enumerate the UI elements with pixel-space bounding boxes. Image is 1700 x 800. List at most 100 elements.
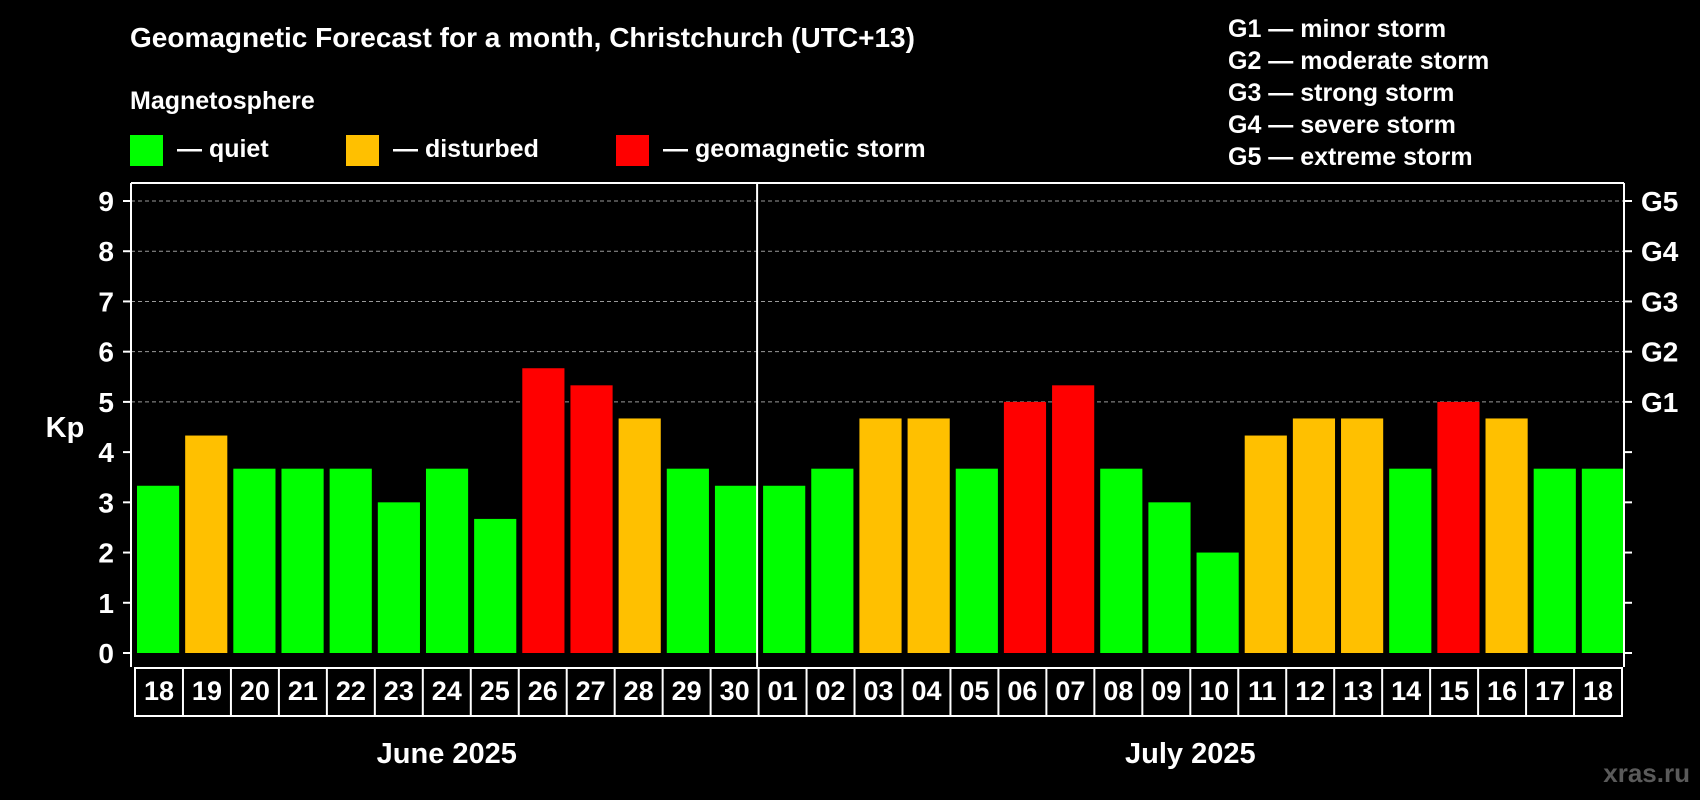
bar-6 xyxy=(425,468,469,653)
bar-26 xyxy=(1389,468,1432,653)
day-label-17: 05 xyxy=(959,676,989,706)
day-label-9: 27 xyxy=(576,676,606,706)
y-axis-label: Kp xyxy=(46,412,85,444)
bar-28 xyxy=(1485,418,1528,653)
bar-10 xyxy=(618,418,661,653)
day-label-30: 18 xyxy=(1583,676,1613,706)
axes xyxy=(130,182,1625,667)
legend-swatch-1 xyxy=(346,135,379,166)
bars xyxy=(137,368,1624,653)
day-label-5: 23 xyxy=(384,676,414,706)
day-label-14: 02 xyxy=(816,676,846,706)
storm-scale-item-0: G1 — minor storm xyxy=(1228,15,1446,43)
bar-18 xyxy=(1003,401,1047,653)
bar-17 xyxy=(955,468,998,653)
legend-label-2: — geomagnetic storm xyxy=(663,135,926,163)
day-label-22: 10 xyxy=(1199,676,1229,706)
y-tick-label-0: 0 xyxy=(98,638,114,669)
bar-25 xyxy=(1341,418,1384,653)
legend: — quiet — disturbed — geomagnetic storm xyxy=(130,135,926,166)
storm-scale-item-4: G5 — extreme storm xyxy=(1228,143,1473,171)
day-label-26: 14 xyxy=(1391,676,1421,706)
storm-scale: G1 — minor storm G2 — moderate storm G3 — … xyxy=(1228,15,1489,171)
g-label-G1: G1 xyxy=(1641,387,1678,418)
day-label-24: 12 xyxy=(1295,676,1325,706)
bar-19 xyxy=(1052,385,1095,653)
day-label-7: 25 xyxy=(480,676,510,706)
y-tick-label-7: 7 xyxy=(98,286,114,317)
bar-8 xyxy=(522,368,565,653)
bar-11 xyxy=(666,468,709,653)
legend-label-0: — quiet xyxy=(177,135,269,163)
y-tick-label-8: 8 xyxy=(98,236,114,267)
g-label-G5: G5 xyxy=(1641,186,1678,217)
legend-swatch-0 xyxy=(130,135,163,166)
y-tick-labels: 0 1 2 3 4 5 6 7 8 9 xyxy=(98,186,1632,669)
bar-15 xyxy=(859,418,902,653)
day-label-4: 22 xyxy=(336,676,366,706)
y-tick-label-3: 3 xyxy=(98,487,114,518)
day-label-23: 11 xyxy=(1248,676,1277,706)
day-label-20: 08 xyxy=(1103,676,1133,706)
day-label-21: 09 xyxy=(1151,676,1181,706)
day-label-12: 30 xyxy=(720,676,750,706)
watermark: xras.ru xyxy=(1603,758,1690,788)
bar-29 xyxy=(1533,468,1576,653)
y-tick-label-9: 9 xyxy=(98,186,114,217)
legend-label-1: — disturbed xyxy=(393,135,539,163)
bar-4 xyxy=(329,468,372,653)
day-label-0: 18 xyxy=(144,676,174,706)
day-label-8: 26 xyxy=(528,676,558,706)
bar-1 xyxy=(185,435,228,653)
bar-2 xyxy=(233,468,276,653)
bar-5 xyxy=(377,502,420,653)
day-label-2: 20 xyxy=(240,676,270,706)
day-label-28: 16 xyxy=(1487,676,1517,706)
bar-16 xyxy=(907,418,950,653)
storm-scale-item-3: G4 — severe storm xyxy=(1228,111,1456,139)
g-scale-labels: G1 G2 G3 G4 G5 xyxy=(1641,186,1679,418)
chart-title: Geomagnetic Forecast for a month, Christ… xyxy=(130,22,915,53)
day-label-13: 01 xyxy=(768,676,798,706)
bar-13 xyxy=(763,485,806,653)
storm-scale-item-1: G2 — moderate storm xyxy=(1228,47,1489,75)
g-label-G3: G3 xyxy=(1641,286,1678,317)
bar-23 xyxy=(1244,435,1287,653)
bar-30 xyxy=(1581,468,1624,653)
bar-9 xyxy=(570,385,613,653)
g-label-G2: G2 xyxy=(1641,337,1678,368)
legend-swatch-2 xyxy=(616,135,649,166)
day-label-25: 13 xyxy=(1343,676,1373,706)
bar-21 xyxy=(1148,502,1191,653)
gridlines xyxy=(131,200,1624,403)
day-label-3: 21 xyxy=(288,676,318,706)
y-tick-label-5: 5 xyxy=(98,387,114,418)
day-cell-frame xyxy=(134,667,1623,717)
day-labels: 18 19 20 21 22 23 24 25 26 27 28 29 30 01 02 03 04 05 06 07… xyxy=(134,667,1623,717)
bar-22 xyxy=(1196,552,1239,653)
day-label-18: 06 xyxy=(1007,676,1037,706)
day-label-27: 15 xyxy=(1439,676,1469,706)
month-label-0: June 2025 xyxy=(377,738,517,770)
day-label-29: 17 xyxy=(1535,676,1565,706)
bar-12 xyxy=(714,485,758,653)
y-tick-label-4: 4 xyxy=(98,437,114,468)
bar-3 xyxy=(281,468,324,653)
y-tick-label-6: 6 xyxy=(98,337,114,368)
day-label-19: 07 xyxy=(1055,676,1085,706)
bar-20 xyxy=(1100,468,1143,653)
legend-title: Magnetosphere xyxy=(130,87,315,115)
day-label-11: 29 xyxy=(672,676,702,706)
bar-7 xyxy=(474,518,517,653)
bar-24 xyxy=(1292,418,1336,653)
storm-scale-item-2: G3 — strong storm xyxy=(1228,79,1454,107)
bar-0 xyxy=(137,485,180,653)
month-label-1: July 2025 xyxy=(1125,738,1256,770)
day-label-10: 28 xyxy=(624,676,654,706)
day-label-15: 03 xyxy=(863,676,893,706)
bar-27 xyxy=(1437,401,1480,653)
bar-14 xyxy=(811,468,854,653)
y-tick-label-2: 2 xyxy=(98,538,114,569)
